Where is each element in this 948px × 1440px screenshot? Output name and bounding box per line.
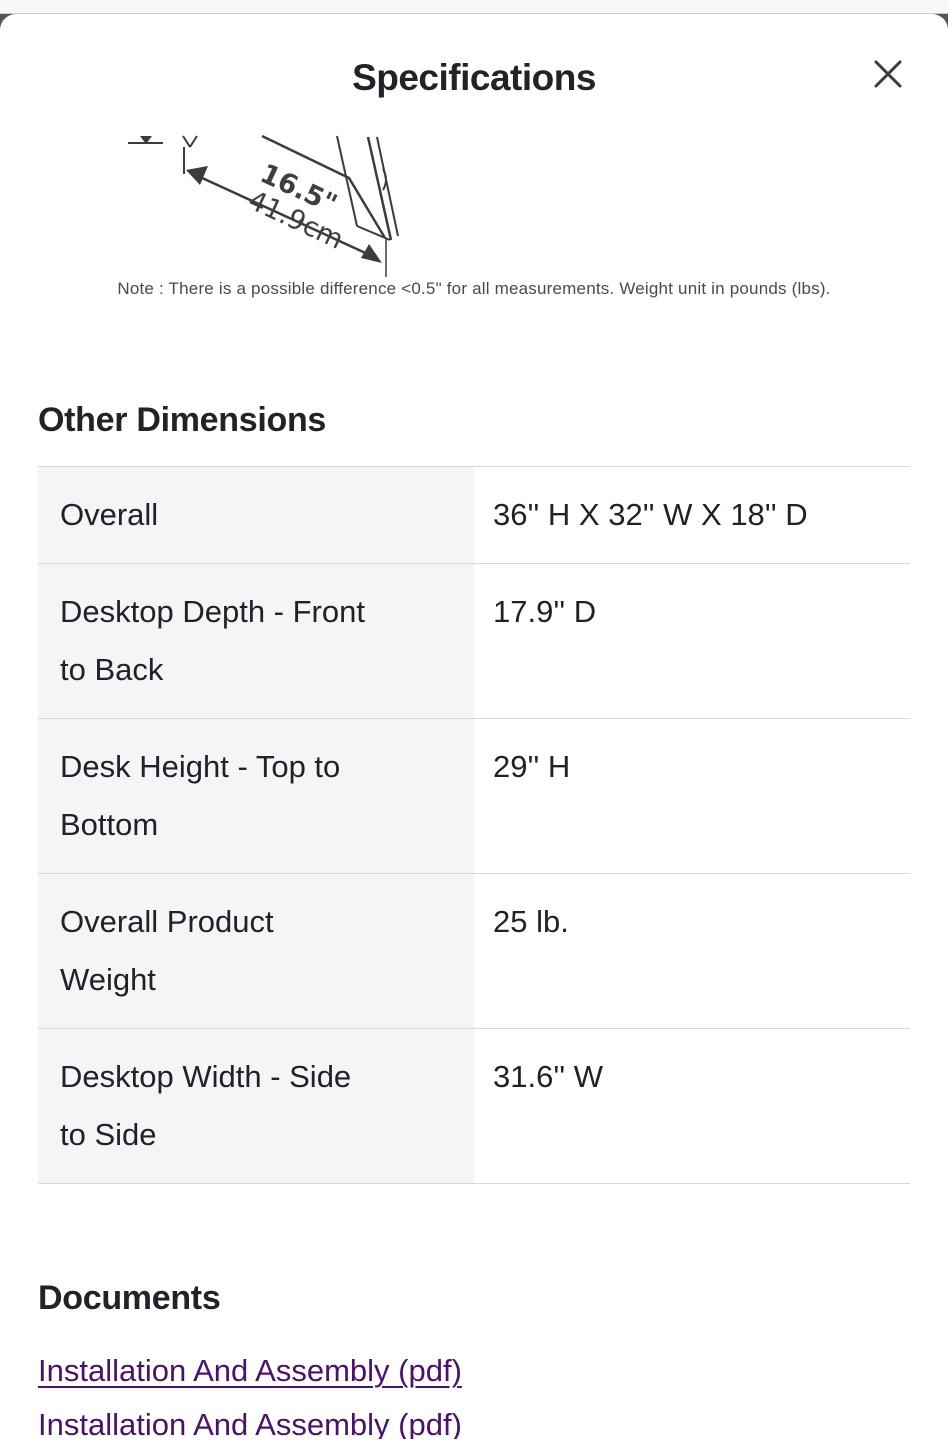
row-value: 29'' H bbox=[474, 719, 910, 873]
measurement-note: Note : There is a possible difference <0… bbox=[117, 279, 831, 298]
dimension-diagram: 16.5" 41.9cm bbox=[128, 134, 399, 277]
modal-backdrop: Specifications bbox=[0, 14, 948, 1439]
table-row: Desktop Width - Side to Side 31.6'' W bbox=[38, 1029, 910, 1184]
row-label: Desk Height - Top to Bottom bbox=[38, 719, 474, 873]
close-button[interactable] bbox=[873, 59, 903, 89]
documents-links: Installation And Assembly (pdf) Installa… bbox=[38, 1351, 910, 1439]
modal-title: Specifications bbox=[352, 57, 596, 98]
row-label: Overall bbox=[38, 467, 474, 563]
installation-assembly-pdf-link[interactable]: Installation And Assembly (pdf) bbox=[38, 1353, 462, 1388]
documents-heading: Documents bbox=[38, 1279, 221, 1317]
other-dimensions-heading: Other Dimensions bbox=[38, 401, 327, 439]
row-label: Desktop Width - Side to Side bbox=[38, 1029, 474, 1183]
close-icon bbox=[873, 59, 903, 89]
table-row: Desk Height - Top to Bottom 29'' H bbox=[38, 719, 910, 874]
dimensions-table: Overall 36'' H X 32'' W X 18'' D Desktop… bbox=[38, 466, 910, 1184]
page-behind-strip bbox=[0, 0, 948, 14]
installation-assembly-pdf-link[interactable]: Installation And Assembly (pdf) bbox=[38, 1407, 462, 1439]
row-value: 17.9'' D bbox=[474, 564, 910, 718]
row-label: Overall Product Weight bbox=[38, 874, 474, 1028]
row-label: Desktop Depth - Front to Back bbox=[38, 564, 474, 718]
row-value: 36'' H X 32'' W X 18'' D bbox=[474, 467, 910, 563]
table-row: Overall 36'' H X 32'' W X 18'' D bbox=[38, 467, 910, 564]
table-row: Overall Product Weight 25 lb. bbox=[38, 874, 910, 1029]
modal-sheet: Specifications bbox=[0, 14, 948, 1439]
row-value: 25 lb. bbox=[474, 874, 910, 1028]
table-row: Desktop Depth - Front to Back 17.9'' D bbox=[38, 564, 910, 719]
row-value: 31.6'' W bbox=[474, 1029, 910, 1183]
